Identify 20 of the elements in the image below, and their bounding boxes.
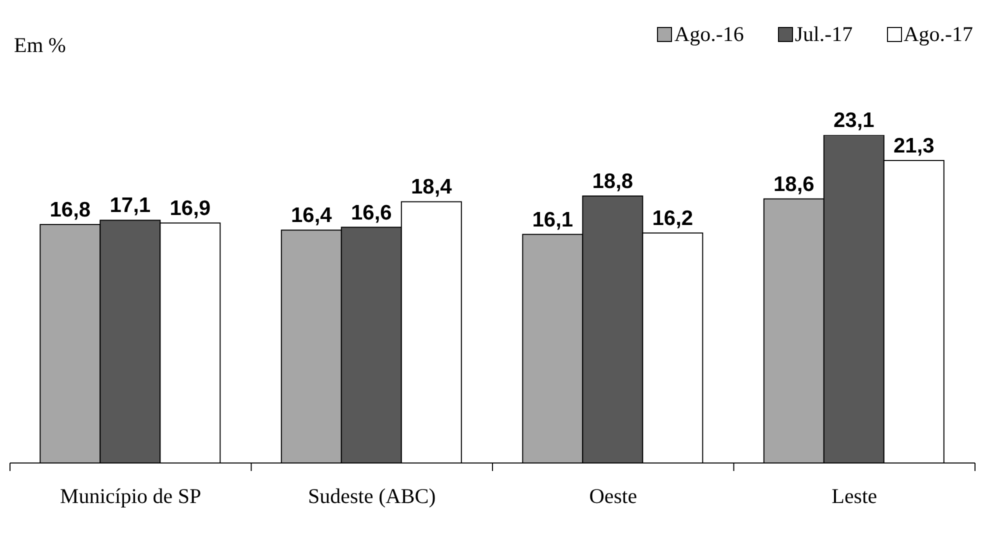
x-tick-label: Município de SP [60,484,202,508]
y-axis-title: Em % [14,33,66,58]
data-label: 18,8 [592,170,634,194]
x-tick-label: Oeste [589,484,638,508]
data-label: 18,4 [410,176,452,199]
data-label: 16,8 [50,198,91,222]
data-label: 16,2 [652,206,694,230]
data-label: 17,1 [110,194,151,218]
data-label: 18,6 [773,172,814,196]
data-label: 23,1 [833,109,875,132]
data-label: 16,1 [532,208,574,232]
legend-label: Ago.-16 [674,22,744,47]
x-tick-label: Sudeste (ABC) [308,484,436,508]
data-label: 16,6 [350,201,392,224]
legend-label: Jul.-17 [794,22,853,47]
data-label: 16,4 [290,204,332,228]
data-label: 21,3 [893,134,934,158]
x-tick-label: Leste [832,484,878,508]
data-label: 16,9 [170,197,211,220]
legend-label: Ago.-17 [904,22,973,47]
